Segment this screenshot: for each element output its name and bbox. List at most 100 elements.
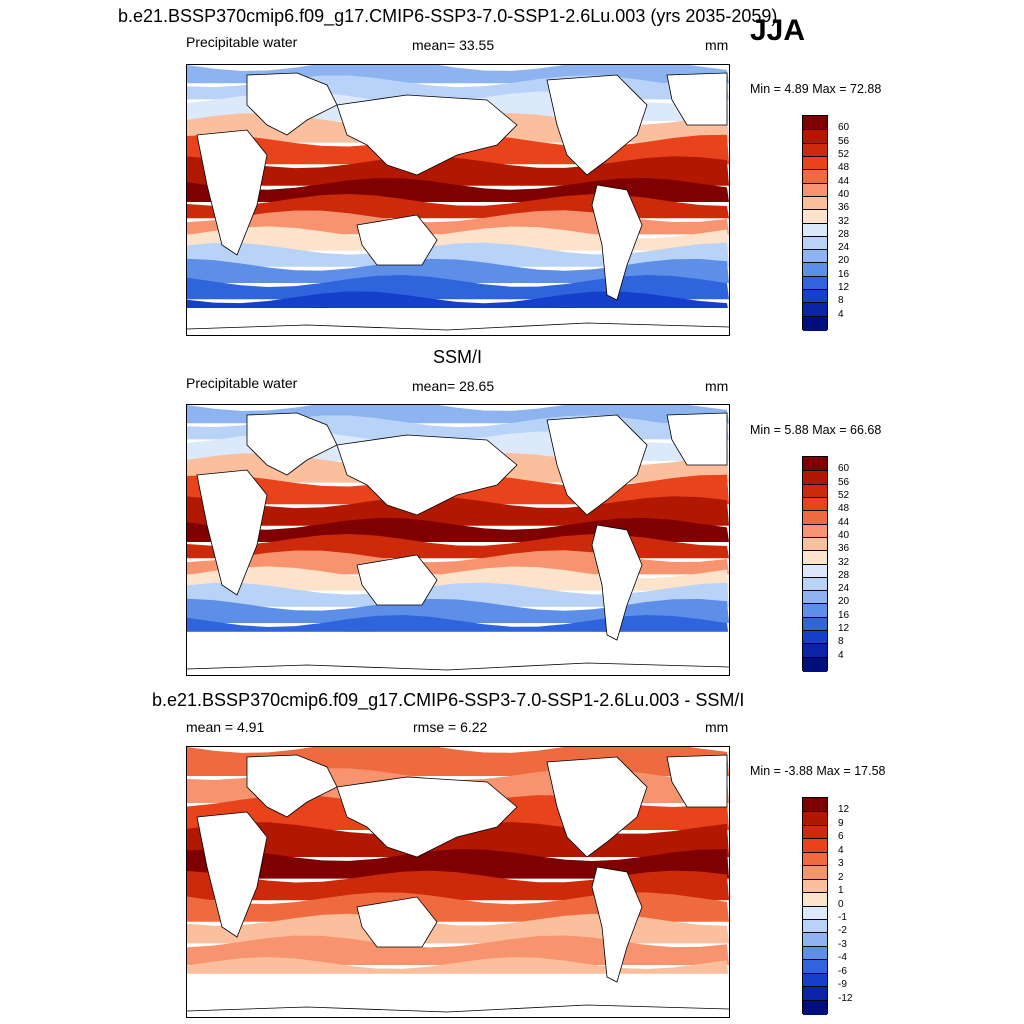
colorbar-swatch — [803, 656, 827, 672]
colorbar-tick-label: 52 — [838, 489, 850, 501]
continent-outline — [546, 756, 648, 858]
colorbar-tick-label: 60 — [838, 122, 850, 134]
map-plot — [186, 404, 730, 676]
field-contour-band — [187, 566, 729, 591]
colorbar-swatch — [803, 523, 827, 539]
colorbar-tick-label: 3 — [838, 858, 844, 870]
colorbar-swatch — [803, 510, 827, 526]
continent-outline — [356, 896, 438, 948]
map-plot — [186, 64, 730, 336]
colorbar-tick-label: 20 — [838, 255, 850, 267]
colorbar-tick-label: 28 — [838, 569, 850, 581]
colorbar-tick-label: 52 — [838, 148, 850, 160]
map-canvas — [187, 65, 729, 335]
colorbar-swatch — [803, 999, 827, 1015]
panel-title: SSM/I — [433, 347, 483, 367]
min-max-label: Min = -3.88 Max = 17.58 — [750, 764, 886, 778]
colorbar-tick-label: 9 — [838, 817, 844, 829]
colorbar-tick-label: 56 — [838, 476, 850, 488]
colorbar-swatch — [803, 932, 827, 948]
map-plot — [186, 746, 730, 1018]
colorbar-swatch — [803, 129, 827, 145]
panel-title: b.e21.BSSP370cmip6.f09_g17.CMIP6-SSP3-7.… — [152, 690, 745, 710]
colorbar-tick-label: 48 — [838, 162, 850, 174]
min-max-label: Min = 4.89 Max = 72.88 — [750, 82, 882, 96]
colorbar-swatch — [803, 576, 827, 592]
continent-outline — [336, 434, 518, 516]
colorbar-swatch — [803, 262, 827, 278]
colorbar-tick-label: -1 — [838, 911, 847, 923]
continent-outline — [246, 754, 338, 818]
continent-outline — [336, 94, 518, 176]
colorbar-swatch — [803, 630, 827, 645]
colorbar-swatch — [803, 811, 827, 827]
colorbar-swatch — [803, 851, 827, 867]
field-contour-band — [187, 582, 729, 607]
colorbar-swatch — [803, 643, 827, 659]
variable-label: Precipitable water — [186, 34, 298, 50]
antarctica-coastline — [187, 322, 729, 331]
continent-outline — [246, 72, 338, 136]
colorbar-tick-label: 36 — [838, 202, 850, 214]
continent-outline — [666, 412, 728, 466]
colorbar-tick-label: 4 — [838, 649, 844, 661]
colorbar-tick-label: 56 — [838, 135, 850, 147]
min-max-label: Min = 5.88 Max = 66.68 — [750, 423, 882, 437]
field-contour-band — [187, 598, 729, 623]
continent-outline — [356, 554, 438, 606]
colorbar-tick-label: 32 — [838, 215, 850, 227]
colorbar-tick-label: -12 — [838, 992, 853, 1004]
colorbar-tick-label: 1 — [838, 885, 844, 897]
colorbar-swatch — [803, 249, 827, 264]
colorbar-tick-label: 48 — [838, 503, 850, 515]
colorbar — [802, 115, 828, 331]
continent-outline — [591, 866, 643, 983]
continent-outline — [546, 414, 648, 516]
colorbar-swatch — [803, 838, 827, 854]
colorbar-swatch — [803, 195, 827, 211]
case-title: b.e21.BSSP370cmip6.f09_g17.CMIP6-SSP3-7.… — [118, 6, 778, 26]
colorbar-swatch — [803, 878, 827, 894]
colorbar-tick-label: 8 — [838, 636, 844, 648]
colorbar-swatch — [803, 222, 827, 238]
variable-label: Precipitable water — [186, 375, 298, 391]
colorbar-tick-label: -6 — [838, 965, 847, 977]
field-contour-band — [187, 210, 729, 235]
colorbar-tick-label: 2 — [838, 871, 844, 883]
continent-outline — [666, 72, 728, 126]
colorbar-tick-label: 12 — [838, 623, 850, 635]
antarctica-mask — [187, 973, 729, 1017]
colorbar-swatch — [803, 483, 827, 499]
colorbar-swatch — [803, 315, 827, 331]
colorbar-swatch — [803, 603, 827, 619]
colorbar-tick-label: 40 — [838, 188, 850, 200]
colorbar-swatch — [803, 496, 827, 512]
colorbar-tick-label: 8 — [838, 295, 844, 307]
colorbar-swatch — [803, 986, 827, 1002]
colorbar — [802, 797, 828, 1015]
field-contour-band — [187, 156, 729, 186]
colorbar-swatch — [803, 824, 827, 840]
units-label: mm — [705, 37, 729, 53]
colorbar-swatch — [803, 302, 827, 318]
colorbar-tick-label: 4 — [838, 844, 844, 856]
colorbar-tick-label: 16 — [838, 609, 850, 621]
mean-label: mean= 33.55 — [412, 37, 495, 53]
colorbar-swatch — [803, 142, 827, 158]
mean-label: mean = 4.91 — [186, 719, 265, 735]
colorbar-tick-label: 28 — [838, 228, 850, 240]
colorbar-swatch — [803, 865, 827, 881]
colorbar-swatch — [803, 616, 827, 632]
colorbar-tick-label: 24 — [838, 242, 850, 254]
map-canvas — [187, 747, 729, 1017]
colorbar-tick-label: 4 — [838, 308, 844, 320]
antarctica-coastline — [187, 662, 729, 671]
colorbar-swatch — [803, 470, 827, 486]
colorbar-tick-label: 60 — [838, 463, 850, 475]
units-label: mm — [705, 378, 729, 394]
colorbar-swatch — [803, 959, 827, 975]
continent-outline — [546, 74, 648, 176]
colorbar-swatch — [803, 116, 827, 130]
colorbar-swatch — [803, 550, 827, 565]
colorbar-swatch — [803, 536, 827, 552]
